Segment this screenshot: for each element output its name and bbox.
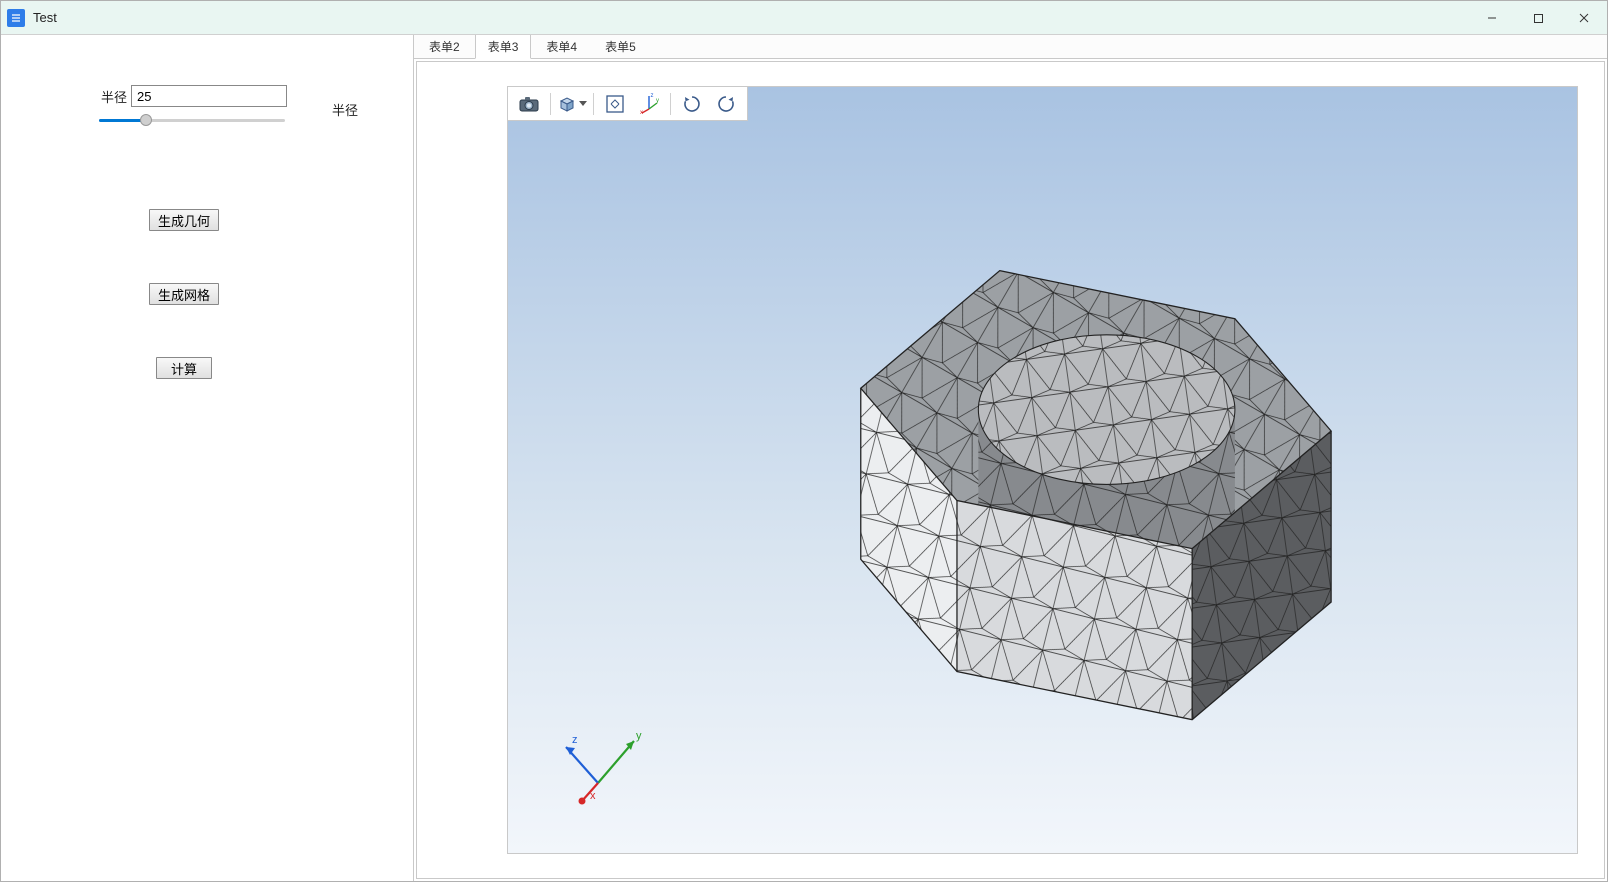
- app-window: Test 半径 半径 生: [0, 0, 1608, 882]
- viewport-toolbar: zy x: [508, 87, 748, 121]
- camera-icon[interactable]: [513, 90, 545, 118]
- compute-button[interactable]: 计算: [156, 357, 212, 379]
- axis-triad: y z x: [548, 713, 648, 813]
- window-title: Test: [33, 10, 57, 25]
- svg-text:x: x: [590, 790, 596, 802]
- param-label-radius: 半径: [99, 87, 127, 106]
- fit-window-icon[interactable]: [599, 90, 631, 118]
- main-area: 表单2 表单3 表单4 表单5: [414, 35, 1607, 881]
- svg-text:y: y: [656, 98, 659, 104]
- tab-form4[interactable]: 表单4: [533, 34, 590, 58]
- axis-triad-icon[interactable]: zy x: [633, 90, 665, 118]
- app-icon: [7, 9, 25, 27]
- svg-text:x: x: [640, 110, 643, 115]
- svg-text:y: y: [636, 730, 642, 742]
- radius-slider[interactable]: [99, 111, 285, 131]
- close-button[interactable]: [1561, 1, 1607, 35]
- tab-content: zyx: [416, 61, 1605, 879]
- rotate-cw-icon[interactable]: [676, 90, 708, 118]
- generate-mesh-button[interactable]: 生成网格: [149, 283, 219, 305]
- mesh-render: [508, 121, 1577, 869]
- maximize-button[interactable]: [1515, 1, 1561, 35]
- window-controls: [1469, 1, 1607, 35]
- sidebar: 半径 半径 生成几何 生成网格 计算: [1, 35, 414, 881]
- tabstrip: 表单2 表单3 表单4 表单5: [414, 35, 1607, 59]
- view-cube-icon[interactable]: [556, 90, 588, 118]
- titlebar[interactable]: Test: [1, 1, 1607, 35]
- svg-text:z: z: [572, 734, 578, 746]
- 3d-viewport[interactable]: zyx: [507, 86, 1578, 854]
- generate-geometry-button[interactable]: 生成几何: [149, 209, 219, 231]
- minimize-button[interactable]: [1469, 1, 1515, 35]
- radius-input[interactable]: [131, 85, 287, 107]
- svg-text:z: z: [651, 93, 654, 99]
- tab-form3[interactable]: 表单3: [475, 34, 532, 59]
- tab-form2[interactable]: 表单2: [416, 34, 473, 58]
- rotate-ccw-icon[interactable]: [710, 90, 742, 118]
- tab-form5[interactable]: 表单5: [592, 34, 649, 58]
- extra-label-radius: 半径: [332, 100, 358, 119]
